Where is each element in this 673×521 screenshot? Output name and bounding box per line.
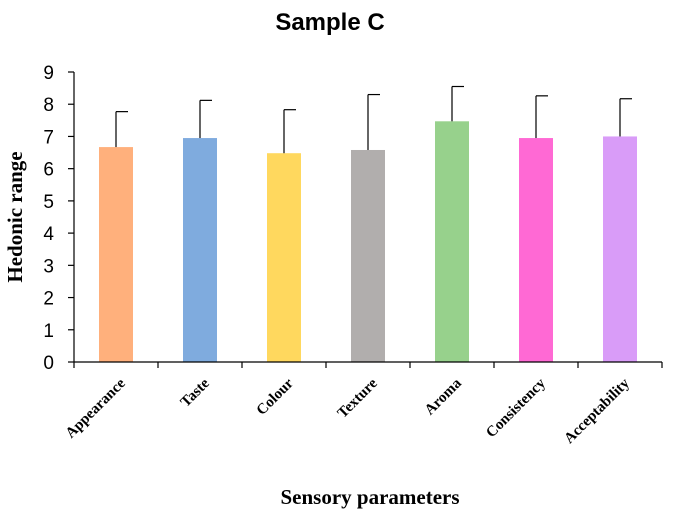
y-tick-label-7: 7	[43, 127, 54, 148]
x-tick-label-texture: Texture	[335, 375, 381, 421]
y-tick-label-0: 0	[43, 353, 54, 374]
y-tick-label-6: 6	[43, 160, 54, 181]
x-axis-title: Sensory parameters	[280, 485, 459, 509]
y-tick-label-1: 1	[43, 321, 54, 342]
bar-acceptability	[603, 136, 637, 362]
y-tick-label-8: 8	[43, 95, 54, 116]
x-tick-label-consistency: Consistency	[483, 375, 549, 441]
bar-texture	[351, 149, 385, 362]
chart-title: Sample C	[275, 9, 384, 36]
bar-colour	[267, 153, 301, 362]
bar-consistency	[519, 138, 553, 362]
y-tick-label-3: 3	[43, 256, 54, 277]
plot-area: 0 1 2 3 4 5 6 7 8 9 Appearance Taste Colour Texture Ar…	[43, 63, 663, 447]
x-tick-label-aroma: Aroma	[422, 375, 465, 418]
y-tick-label-4: 4	[43, 224, 54, 245]
y-tick-label-5: 5	[43, 192, 54, 213]
bar-aroma	[435, 121, 469, 362]
x-tick-label-appearance: Appearance	[63, 375, 129, 441]
x-tick-label-acceptability: Acceptability	[561, 375, 633, 447]
y-tick-label-9: 9	[43, 63, 54, 84]
y-axis-title: Hedonic range	[3, 151, 27, 282]
bar-appearance	[99, 147, 133, 362]
y-tick-label-2: 2	[43, 289, 54, 310]
bar-taste	[183, 138, 217, 362]
x-tick-label-colour: Colour	[254, 375, 297, 418]
x-tick-label-taste: Taste	[178, 375, 213, 410]
